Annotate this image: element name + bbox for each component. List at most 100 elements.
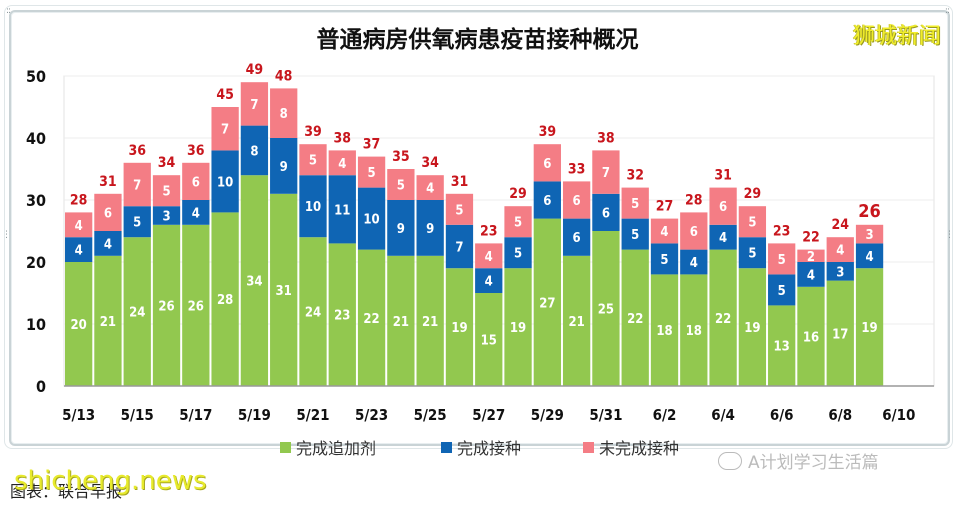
bar-segment [504, 268, 532, 386]
x-tick-label: 5/23 [355, 406, 388, 424]
wechat-account: A计划学习生活篇 [718, 448, 879, 473]
bar-stack: 19 7 5 31 [445, 174, 474, 386]
bar-segment-label: 5 [778, 284, 786, 299]
bar-segment [797, 262, 825, 287]
bar-stack: 26 4 6 36 [182, 143, 210, 386]
bar-total-label: 48 [275, 68, 293, 84]
bar-segment [797, 286, 825, 386]
resize-handle-right[interactable]: ⋮ [945, 230, 954, 240]
bar-stack: 34 8 7 49 [240, 62, 269, 386]
bar-segment [357, 156, 386, 188]
x-axis: 5/13 5/15 5/17 5/19 5/21 5/23 5/25 5/27 5/29 5/31… [62, 385, 934, 424]
bar-segment-label: 6 [573, 231, 581, 246]
brand-logo: 狮城新闻 [852, 24, 941, 49]
bar-segment [592, 150, 620, 194]
bar-segment-label: 5 [133, 216, 141, 231]
bar-stack: 28 10 7 45 [211, 87, 239, 386]
bar-segment [152, 224, 181, 386]
bar-segment-label: 5 [455, 203, 463, 218]
bar-stack: 25 6 7 38 [592, 130, 620, 386]
bar-segment [123, 162, 151, 207]
bar-total-label: 22 [802, 230, 820, 246]
bar-segment [152, 175, 181, 207]
resize-handle-top-left[interactable]: :: [6, 6, 11, 16]
bar-stack: 13 5 5 23 [768, 223, 796, 386]
bar-segment-label: 5 [162, 185, 170, 200]
bar-segment [738, 237, 767, 269]
bar-segment [855, 268, 884, 386]
bar-total-label: 31 [451, 174, 469, 190]
bar-segment-label: 7 [250, 98, 258, 113]
legend-item-completed: 完成接种 [441, 435, 521, 459]
x-tick-label: 5/19 [238, 406, 271, 424]
bar-segment [94, 231, 122, 256]
bar-segment [240, 175, 269, 386]
bar-segment-label: 4 [807, 268, 815, 283]
bar-total-label: 29 [744, 186, 762, 202]
bar-segment-label: 10 [305, 200, 321, 215]
bar-stack: 24 10 5 39 [299, 124, 327, 386]
bar-segment-label: 4 [75, 244, 83, 259]
bar-segment [94, 255, 122, 386]
y-tick-label: 30 [26, 191, 46, 210]
bar-segment-label: 24 [129, 306, 145, 321]
bar-segment [768, 305, 796, 386]
bar-total-label: 37 [363, 137, 381, 153]
bar-segment-label: 2 [807, 250, 815, 265]
bar-segment [65, 212, 93, 238]
bar-segment-label: 23 [334, 309, 350, 324]
bar-segment [387, 255, 415, 386]
bar-segment-label: 21 [568, 315, 584, 330]
legend-item-booster: 完成追加剂 [280, 435, 376, 459]
legend-swatch-booster [280, 441, 291, 453]
bar-segment [387, 169, 415, 200]
x-tick-label: 5/29 [531, 406, 564, 424]
bar-segment [416, 255, 444, 386]
bar-segment [94, 193, 122, 231]
bar-total-label: 33 [568, 161, 586, 177]
bar-segment [445, 224, 474, 269]
bar-stack: 24 5 7 36 [123, 143, 151, 386]
bar-segment [182, 224, 210, 386]
bar-segment-label: 9 [280, 160, 288, 175]
bar-segment [240, 125, 269, 176]
bar-segment-label: 25 [598, 303, 614, 318]
legend-label-booster: 完成追加剂 [296, 439, 377, 458]
bar-segment-label: 9 [397, 222, 405, 237]
bar-segment [680, 274, 708, 386]
bar-segment [182, 162, 210, 200]
bar-stack: 21 9 4 34 [416, 155, 444, 386]
bar-stack: 19 5 5 29 [738, 186, 767, 386]
x-tick-label: 5/21 [296, 406, 329, 424]
bar-segment-label: 34 [246, 275, 262, 290]
bar-segment-label: 13 [774, 340, 790, 355]
bar-stack: 21 6 6 33 [562, 161, 591, 386]
bar-segment-label: 19 [451, 321, 467, 336]
bar-segment [328, 175, 356, 244]
bar-segment-label: 10 [217, 175, 233, 190]
bar-total-label: 29 [509, 186, 527, 202]
bar-segment [270, 193, 298, 386]
y-axis: 0 10 20 30 40 50 [26, 67, 46, 396]
y-tick-label: 10 [26, 315, 46, 334]
x-tick-label: 5/17 [179, 406, 212, 424]
bar-segment [709, 224, 737, 250]
bar-total-label: 35 [392, 149, 410, 165]
bar-segment-label: 3 [836, 265, 844, 280]
bar-segment-label: 8 [280, 107, 288, 122]
bar-segment [855, 224, 884, 244]
resize-handle-top-right[interactable]: :: [944, 6, 950, 16]
y-tick-label: 40 [26, 129, 46, 148]
bar-segment [240, 82, 269, 126]
bar-segment [768, 243, 796, 275]
bar-segment-label: 3 [162, 210, 170, 225]
bar-segment [621, 249, 649, 386]
bar-segment-label: 5 [514, 216, 522, 231]
x-tick-label: 5/27 [472, 406, 505, 424]
bar-segment-label: 31 [276, 284, 292, 299]
bar-segment [211, 150, 239, 213]
resize-handle-left[interactable]: ⋮ [2, 230, 11, 240]
bar-total-label: 31 [99, 174, 117, 190]
chart-source: 图表：联合早报 [10, 482, 123, 501]
bar-segment-label: 22 [627, 312, 643, 327]
